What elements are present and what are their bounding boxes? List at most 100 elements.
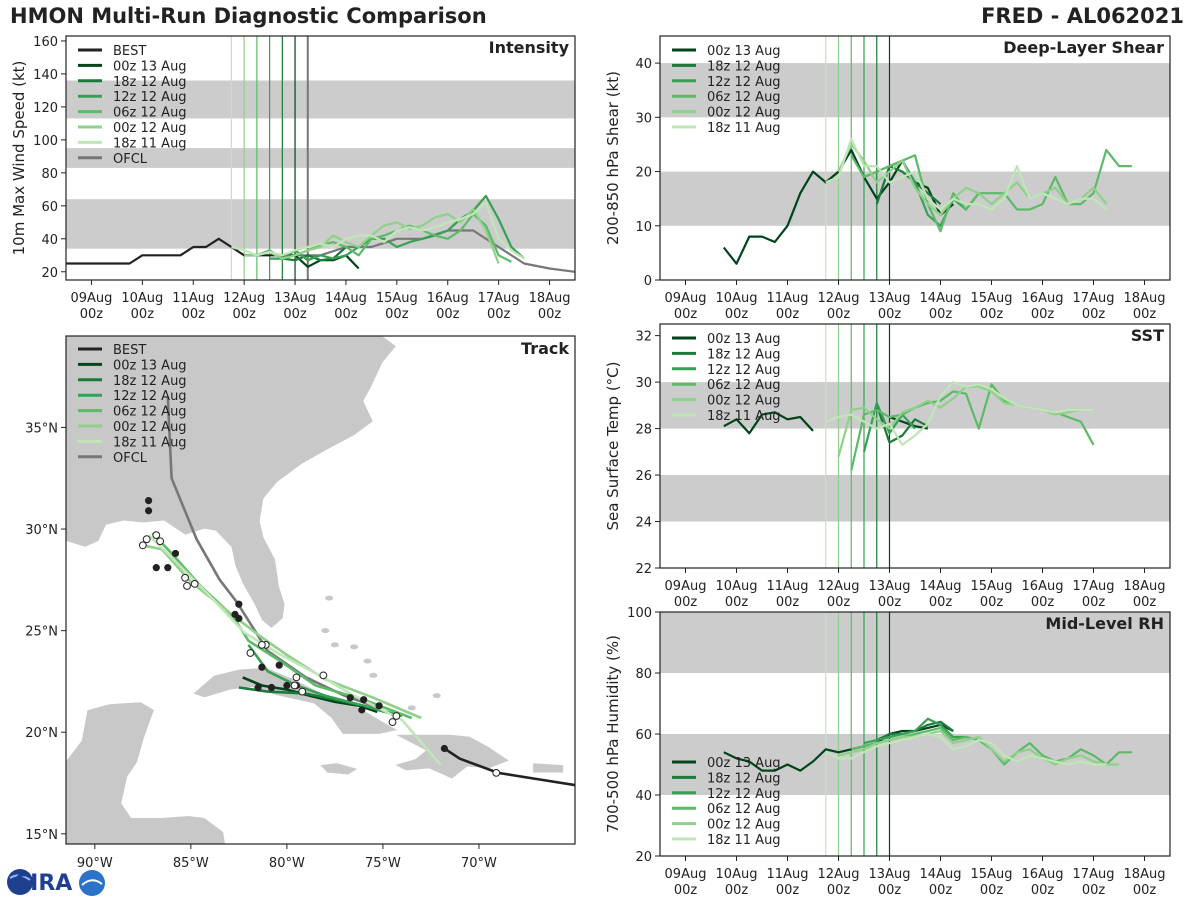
track-marker-filled — [275, 661, 283, 669]
x-tick-label-date: 09Aug — [665, 291, 707, 306]
x-tick-label-date: 14Aug — [920, 867, 962, 882]
x-tick-label-date: 10Aug — [716, 579, 758, 594]
x-tick-label-hour: 00z — [725, 595, 749, 610]
legend-label: 00z 12 Aug — [113, 420, 187, 435]
y-tick-label: 0 — [644, 274, 652, 289]
usa-landmass — [66, 336, 397, 630]
track-marker-open — [388, 718, 397, 726]
y-tick-label: 60 — [635, 728, 652, 743]
y-tick-label: 30 — [635, 376, 652, 391]
y-tick-label: 20°N — [25, 726, 58, 741]
y-tick-label: 22 — [635, 562, 652, 577]
x-tick-label-date: 12Aug — [818, 579, 860, 594]
legend-label: 00z 13 Aug — [113, 358, 187, 373]
x-tick-label-hour: 00z — [487, 307, 511, 322]
x-tick-label-date: 18Aug — [1124, 579, 1166, 594]
x-tick-label: 75°W — [365, 856, 401, 871]
track-marker-filled — [152, 564, 160, 572]
track-marker-open — [152, 531, 161, 540]
series-line-18z-11-Aug — [825, 381, 1094, 446]
series-line-18z-12-Aug — [875, 404, 929, 444]
x-tick-label-date: 18Aug — [529, 291, 571, 306]
legend-label: 06z 12 Aug — [113, 106, 187, 121]
y-tick-label: 120 — [33, 101, 58, 116]
y-tick-label: 28 — [635, 423, 652, 438]
track-marker-filled — [144, 507, 153, 515]
legend-label: BEST — [113, 44, 146, 59]
y-tick-label: 35°N — [25, 421, 58, 436]
x-tick-label-hour: 00z — [334, 307, 358, 322]
intensity-chart: Intensity 20 40 60 80 100 120 140 160 10m Max Win… — [10, 35, 576, 322]
legend-label: 00z 13 Aug — [707, 44, 781, 59]
x-tick-label-date: 16Aug — [427, 291, 469, 306]
legend-label: 18z 12 Aug — [707, 59, 781, 74]
track-marker-open — [246, 649, 255, 657]
legend-label: 00z 13 Aug — [707, 332, 781, 347]
legend-label: 06z 12 Aug — [707, 378, 781, 393]
x-tick-label: 70°W — [461, 856, 497, 871]
island-bahamas — [325, 595, 334, 601]
x-tick-label-date: 13Aug — [869, 867, 911, 882]
y-tick-label: 20 — [635, 166, 652, 181]
island-bahamas — [363, 658, 372, 664]
x-tick-label-hour: 00z — [1133, 595, 1157, 610]
series-line-12z-12-Aug — [862, 401, 916, 453]
sst-chart: SST 22 24 26 28 30 32 Sea Surface Temp (°C) 09Au… — [604, 323, 1171, 610]
x-tick-label-hour: 00z — [725, 883, 749, 898]
chart-title: Mid-Level RH — [1045, 614, 1164, 633]
x-tick-label-hour: 00z — [80, 307, 104, 322]
x-tick-label-date: 16Aug — [1022, 579, 1064, 594]
track-marker-filled — [283, 681, 291, 690]
x-tick-label-hour: 00z — [436, 307, 460, 322]
x-tick-label-date: 15Aug — [971, 291, 1013, 306]
x-tick-label-date: 09Aug — [70, 291, 112, 306]
y-tick-label: 20 — [41, 266, 58, 281]
legend-label: 00z 13 Aug — [707, 756, 781, 771]
band-0 — [66, 199, 575, 249]
x-tick-label-hour: 00z — [929, 307, 953, 322]
legend-label: 06z 12 Aug — [707, 90, 781, 105]
legend-label: 06z 12 Aug — [113, 405, 187, 420]
track-marker-filled — [254, 683, 262, 692]
x-tick-label-date: 13Aug — [869, 291, 911, 306]
track-marker-open — [190, 580, 199, 588]
x-tick-label-hour: 00z — [776, 307, 800, 322]
island-bahamas — [369, 672, 378, 678]
track-map: Track 15°N 20°N 25°N 30°N 35°N 90°W 85°W 80°W 75°… — [25, 335, 576, 871]
page-title: HMON Multi-Run Diagnostic Comparison — [10, 4, 487, 28]
x-tick-label-hour: 00z — [929, 595, 953, 610]
series-group — [66, 194, 575, 273]
track-marker-filled — [267, 683, 276, 692]
x-tick-label-hour: 00z — [1082, 595, 1106, 610]
x-tick-label-date: 10Aug — [716, 291, 758, 306]
legend-label: 00z 12 Aug — [707, 394, 781, 409]
track-marker-open — [319, 671, 328, 680]
x-tick-label-hour: 00z — [827, 307, 851, 322]
storm-id: FRED - AL062021 — [981, 4, 1184, 28]
x-tick-label-hour: 00z — [1082, 307, 1106, 322]
track-marker-open — [292, 673, 301, 682]
y-tick-label: 24 — [635, 516, 652, 531]
y-tick-label: 40 — [41, 233, 58, 248]
x-tick-label-date: 14Aug — [920, 579, 962, 594]
legend-label: 06z 12 Aug — [707, 802, 781, 817]
track-lines — [138, 396, 575, 787]
x-tick-label-date: 15Aug — [376, 291, 418, 306]
x-tick-label-hour: 00z — [674, 595, 698, 610]
x-tick-label-date: 10Aug — [716, 867, 758, 882]
track-marker-open — [258, 640, 266, 649]
x-tick-label-hour: 00z — [674, 883, 698, 898]
y-tick-label: 26 — [635, 469, 652, 484]
track-marker-open — [298, 687, 307, 696]
track-marker-open — [290, 681, 299, 690]
x-tick-label-hour: 00z — [674, 307, 698, 322]
shear-chart: Deep-Layer Shear 0 10 20 30 40 200-850 hPa She… — [604, 35, 1171, 322]
track-line-00z-12-Aug — [142, 544, 422, 720]
x-tick-label-date: 14Aug — [325, 291, 367, 306]
legend-label: 18z 11 Aug — [707, 833, 781, 848]
x-tick-label-date: 11Aug — [767, 291, 809, 306]
band-0 — [660, 475, 1170, 522]
x-tick-label-hour: 00z — [538, 307, 562, 322]
